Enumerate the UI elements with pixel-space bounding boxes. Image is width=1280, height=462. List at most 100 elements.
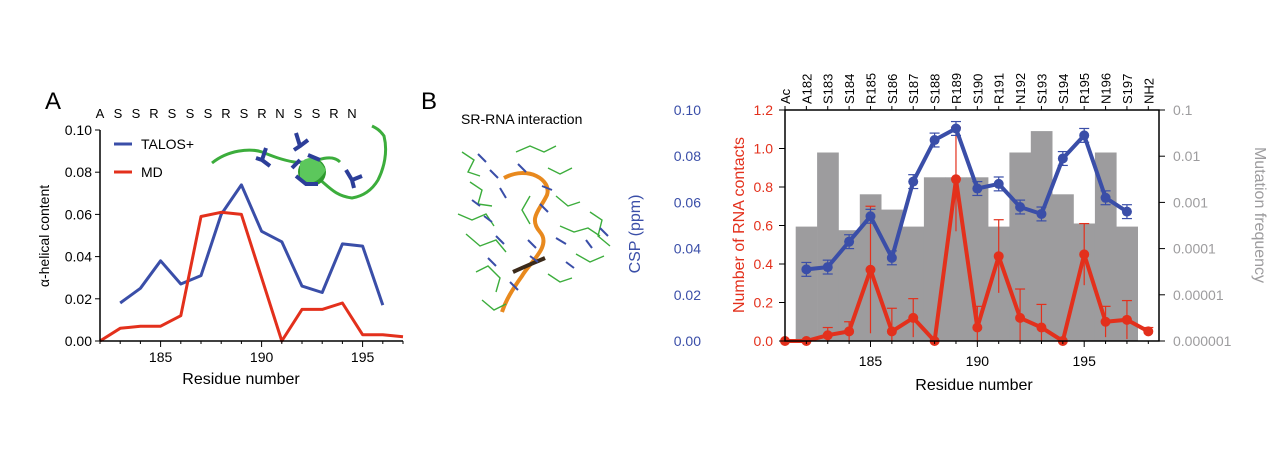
residue-label: R189 [949, 73, 964, 104]
contact-point [908, 312, 919, 323]
contact-point [950, 174, 961, 185]
x-tick-label-a: 190 [250, 349, 274, 365]
sequence-letter: S [168, 106, 177, 121]
csp-tick-label: 0.06 [674, 194, 701, 210]
contacts-tick-label: 0.8 [754, 179, 774, 195]
csp-point [1036, 208, 1047, 219]
contact-point [1036, 322, 1047, 333]
contacts-tick-label: 1.2 [754, 102, 774, 118]
residue-label: NH2 [1141, 78, 1156, 104]
csp-point [1057, 153, 1068, 164]
residue-label: S193 [1035, 74, 1050, 104]
sequence-letter: R [221, 106, 230, 121]
panel-a-label: A [45, 88, 61, 115]
contacts-tick-label: 1.0 [754, 141, 774, 157]
mutation-tick-label: 0.0001 [1173, 241, 1216, 257]
sequence-letter: S [204, 106, 213, 121]
csp-point [865, 211, 876, 222]
x-tick-label-b: 185 [859, 353, 883, 369]
csp-point [929, 135, 940, 146]
contact-point [993, 251, 1004, 262]
x-tick-label-a: 185 [149, 349, 173, 365]
mutation-tick-label: 0.000001 [1173, 333, 1232, 349]
mutation-bar [923, 177, 946, 341]
csp-tick-label: 0.08 [674, 148, 701, 164]
panel-b-label: B [421, 88, 437, 115]
contact-point [1121, 314, 1132, 325]
mutation-bar [1052, 194, 1074, 341]
residue-label: R185 [864, 73, 879, 104]
csp-tick-label: 0.04 [674, 241, 701, 257]
mutation-bar [1030, 131, 1053, 341]
series-csp [806, 126, 1128, 272]
mutation-tick-label: 0.01 [1173, 148, 1200, 164]
csp-tick-label: 0.00 [674, 333, 701, 349]
x-tick-label-b: 190 [966, 353, 990, 369]
csp-tick-label: 0.02 [674, 287, 701, 303]
residue-label: S186 [885, 74, 900, 104]
contact-point [1143, 326, 1154, 337]
contact-point [1100, 316, 1111, 327]
y-tick-label-a: 0.10 [65, 122, 92, 138]
contacts-tick-label: 0.6 [754, 218, 774, 234]
residue-label: S194 [1056, 74, 1071, 104]
residue-label: R195 [1077, 73, 1092, 104]
y-axis-label-a: α-helical content [36, 185, 52, 287]
residue-label: R191 [992, 73, 1007, 104]
sequence-letter: A [96, 106, 105, 121]
csp-point [908, 176, 919, 187]
panel-b: B SR-RNA interaction [421, 73, 1268, 394]
y-tick-label-a: 0.04 [65, 249, 92, 265]
residue-label: S197 [1120, 74, 1135, 104]
csp-point [1100, 192, 1111, 203]
contact-point [1015, 312, 1026, 323]
y-tick-label-a: 0.00 [65, 333, 92, 349]
legend-md: MD [141, 164, 163, 180]
contact-point [822, 330, 833, 341]
csp-point [822, 262, 833, 273]
sequence-letter: R [257, 106, 266, 121]
y-tick-label-a: 0.06 [65, 206, 92, 222]
sequence-letter: R [149, 106, 158, 121]
contact-point [844, 326, 855, 337]
residue-label: Ac [778, 88, 793, 104]
csp-point [801, 264, 812, 275]
contacts-tick-label: 0.0 [754, 333, 774, 349]
sequence-letter: S [312, 106, 321, 121]
csp-point [972, 183, 983, 194]
residue-labels: Ac A182 S183 S184 R185 S186 S187 S188 R189 S190 R1… [778, 73, 1156, 110]
mutation-tick-label: 0.1 [1173, 102, 1193, 118]
series-talos- [119, 183, 385, 306]
mutation-bar [817, 152, 839, 341]
residue-label: S187 [906, 74, 921, 104]
residue-label: S190 [970, 74, 985, 104]
residue-label: A182 [799, 74, 814, 104]
y-axis-label-mutation: Mutation frequency [1251, 147, 1268, 283]
csp-point [950, 123, 961, 134]
y-tick-label-a: 0.02 [65, 291, 92, 307]
mutation-tick-label: 0.001 [1173, 194, 1208, 210]
mutation-tick-label: 0.00001 [1173, 287, 1224, 303]
x-axis-label-a: Residue number [182, 371, 300, 388]
sequence-letter: S [186, 106, 195, 121]
csp-point [1079, 130, 1090, 141]
sequence-letter: S [114, 106, 123, 121]
peptide-helix-illustration [211, 124, 388, 200]
sequence-letter: S [240, 106, 249, 121]
csp-tick-label: 0.10 [674, 102, 701, 118]
csp-point [886, 252, 897, 263]
x-tick-label-b: 195 [1073, 353, 1097, 369]
sequence-letter: S [132, 106, 141, 121]
sequence-letter: S [294, 106, 303, 121]
x-axis-label-b: Residue number [915, 377, 1033, 394]
sequence-letter: R [329, 106, 338, 121]
sequence-letter: N [275, 106, 284, 121]
rna-structure-illustration [457, 145, 611, 313]
mutation-bar [795, 226, 818, 341]
y-axis-label-contacts: Number of RNA contacts [731, 137, 748, 313]
contacts-tick-label: 0.2 [754, 295, 774, 311]
residue-label: S184 [842, 74, 857, 104]
